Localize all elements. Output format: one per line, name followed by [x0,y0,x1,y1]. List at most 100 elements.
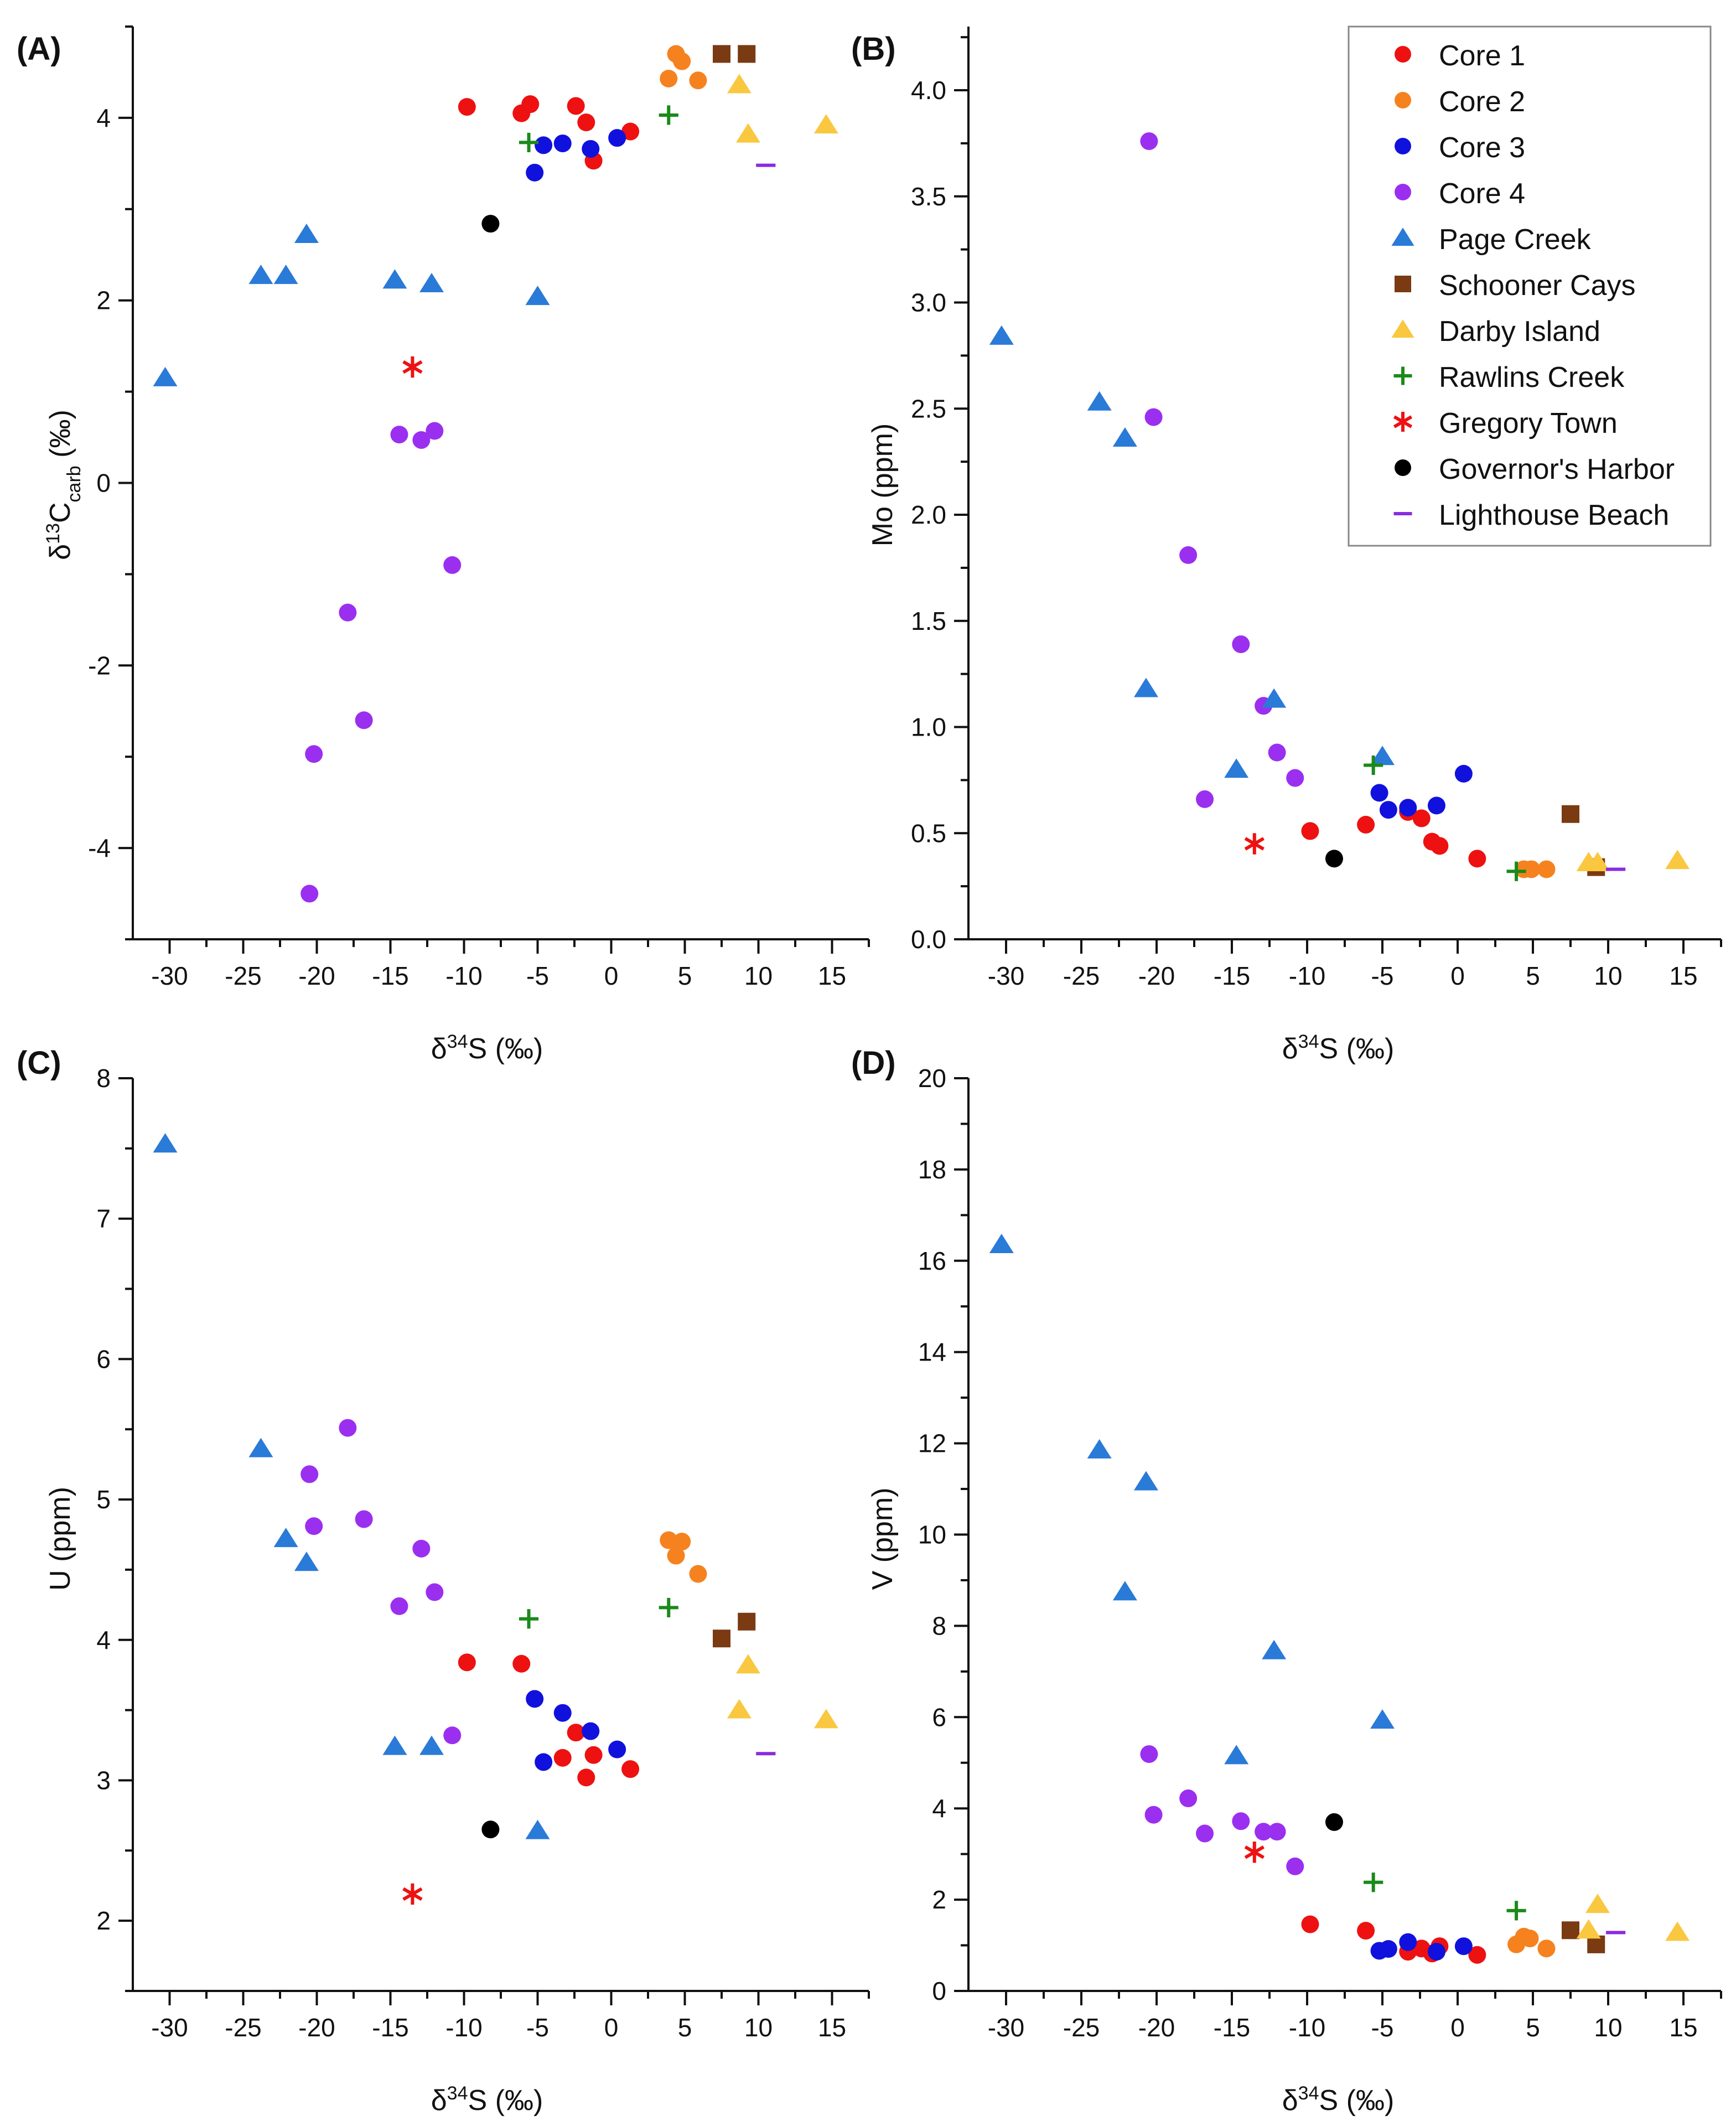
point-core-1 [512,1654,531,1673]
panel-a-y-tick-label: 0 [96,469,111,498]
legend-marker-darby-island [1391,319,1414,338]
panel-c-x-tick-label: -10 [445,2013,482,2042]
point-core-4 [1144,408,1163,426]
point-page-creek [1224,758,1249,778]
point-core-1 [458,1653,476,1672]
point-core-2 [667,1546,685,1565]
point-page-creek [1087,391,1112,411]
legend: Core 1 Core 2 Core 3 Core 4 Page Creek Schoon… [1348,25,1712,547]
point-core-1 [621,1760,640,1778]
panel-c-x-tick-label: -15 [372,2013,408,2042]
panel-label-d: (D) [851,1045,896,1081]
legend-label-lighthouse-beach: Lighthouse Beach [1439,499,1669,531]
panel-d-y-tick-label: 8 [932,1611,946,1640]
point-core-3 [1427,1943,1445,1961]
point-page-creek [1262,1639,1287,1659]
panel-a-x-tick-label: -25 [225,961,261,990]
point-core-4 [305,745,323,763]
point-core-3 [1454,764,1473,783]
panel-d-x-tick-label: -25 [1063,2013,1100,2042]
point-page-creek [525,286,550,306]
point-governor-s-harbor [481,1820,500,1839]
panel-d-y-tick-label: 16 [918,1246,946,1275]
point-core-4 [1179,1789,1198,1808]
panel-d-x-tick-label: 10 [1594,2013,1622,2042]
panel-d-y-tick-label: 0 [932,1977,946,2005]
point-core-4 [1232,635,1250,653]
panel-d-y-tick-label: 6 [932,1703,946,1731]
panel-label-b: (B) [851,31,896,67]
panel-a-y-tick-label: -4 [88,834,111,862]
point-core-4 [1286,1857,1304,1875]
point-page-creek [382,1735,407,1755]
panel-c-x-tick-label: -5 [526,2013,549,2042]
point-core-4 [1144,1806,1163,1824]
point-core-1 [553,1749,572,1767]
panel-a-x-tick-label: -15 [372,961,408,990]
panel-d-y-tick-label: 20 [918,1064,946,1093]
panel-a-x-tick-label: -10 [445,961,482,990]
panel-b-y-tick-label: 3.5 [911,182,946,211]
point-core-1 [621,122,640,141]
point-schooner-cays [738,1612,756,1631]
panel-a-x-tick-label: 0 [604,961,619,990]
point-page-creek [1133,1471,1158,1491]
panel-d-y-tick-label: 2 [932,1885,946,1914]
point-core-3 [1379,1940,1397,1958]
point-governor-s-harbor [481,215,500,233]
point-rawlins-creek [519,1609,539,1629]
panel-b-x-tick-label: 0 [1450,961,1465,990]
panel-a-x-tick-label: -30 [151,961,188,990]
point-governor-s-harbor [1325,1813,1343,1831]
point-darby-island [813,1709,838,1729]
point-core-1 [577,113,595,132]
panel-d-x-tick-label: -5 [1371,2013,1394,2042]
point-core-4 [300,1465,319,1483]
panel-d-y-tick-label: 14 [918,1338,946,1367]
point-core-3 [1370,784,1388,802]
point-page-creek [273,1528,298,1548]
panel-d-x-tick-label: 5 [1526,2013,1540,2042]
panel-c-y-tick-label: 2 [96,1906,111,1935]
legend-label-schooner-cays: Schooner Cays [1439,270,1636,302]
point-schooner-cays [1562,805,1579,823]
point-core-2 [1537,1939,1556,1958]
point-page-creek [294,1551,319,1571]
point-core-2 [660,69,678,87]
point-core-2 [689,1565,707,1583]
point-rawlins-creek [1506,1901,1526,1921]
panel-b-x-tick-label: 5 [1526,961,1540,990]
point-darby-island [813,114,838,134]
panel-b-x-tick-label: 15 [1669,961,1697,990]
legend-marker-gregory-town [1393,412,1413,432]
legend-marker-core-3 [1395,138,1411,154]
panel-label-a: (A) [17,31,61,67]
panel-c-x-tick-label: 15 [818,2013,846,2042]
point-core-1 [1412,809,1431,827]
point-darby-island [727,74,752,94]
panel-d-xlabel: δ34S (‰) [1282,2083,1395,2117]
panel-a-x-tick-label: -5 [526,961,549,990]
panel-d-x-tick-label: 15 [1669,2013,1697,2042]
panel-d-x-tick-label: -20 [1138,2013,1175,2042]
legend-marker-page-creek [1391,227,1414,246]
point-page-creek [1133,677,1158,697]
point-core-3 [1399,799,1417,817]
point-core-4 [1196,1824,1214,1843]
point-core-4 [355,711,373,730]
point-darby-island [727,1699,752,1719]
legend-label-page-creek: Page Creek [1439,224,1592,256]
legend-marker-core-1 [1395,46,1411,63]
point-core-4 [390,1597,408,1615]
panel-d: (D) V (ppm) δ34S (‰) -30 -25 -20 -15 -10 -5 0 5… [851,1045,1722,2117]
panel-b-x-tick-label: -30 [988,961,1024,990]
panel-c-y-tick-label: 7 [96,1204,111,1233]
legend-label-core-3: Core 3 [1439,132,1525,164]
panel-b-y-tick-label: 0.0 [911,925,946,954]
legend-label-governor-s-harbor: Governor's Harbor [1439,453,1675,485]
point-core-3 [582,139,600,158]
point-core-1 [521,95,540,113]
panel-d-x-tick-label: -15 [1214,2013,1250,2042]
panel-d-y-tick-label: 12 [918,1429,946,1458]
